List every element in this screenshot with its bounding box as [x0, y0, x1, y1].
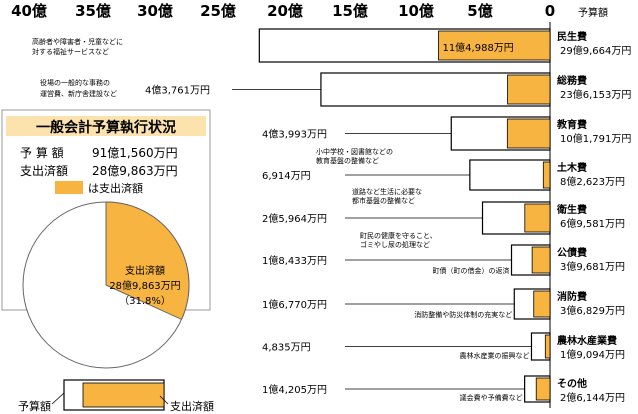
summary-budget-value: 91億1,560万円	[92, 146, 178, 160]
summary-budget-label: 予 算 額	[20, 145, 64, 160]
category-budget-value: 1億9,094万円	[560, 348, 625, 361]
summary-title-bg	[6, 116, 206, 136]
category-note: 高齢者や障害者・児童などに	[32, 37, 123, 46]
category-budget-value: 2億6,144万円	[560, 391, 625, 404]
category-note: 農林水産業の振興など	[459, 351, 529, 360]
legend-pointer	[51, 392, 65, 405]
spent-value-label: 1億4,205万円	[262, 383, 327, 396]
spent-value-label: 4億3,993万円	[262, 128, 327, 141]
pie-slice-value: 28億9,863万円	[109, 279, 180, 292]
axis-unit-label: 予算額	[578, 6, 608, 19]
category-note: 町債（町の借金）の返済	[433, 266, 510, 275]
spent-value-label: 1億6,770万円	[262, 298, 327, 311]
category-note: 道路など生活に必要な	[352, 187, 422, 196]
axis-tick-label: 25億	[200, 2, 236, 20]
spent-bar	[438, 30, 551, 61]
pie-slice-label: 支出済額	[125, 264, 165, 277]
category-note: 消防整備や防災体制の充実など	[414, 310, 512, 319]
spent-value-label: 4,835万円	[262, 343, 311, 354]
category-note: 役場の一般的な事務の	[40, 78, 110, 87]
category-note: 対する福祉サービスなど	[32, 47, 109, 56]
pie-slice-percent: （31.8%）	[119, 295, 171, 307]
spent-value-label: 11億4,988万円	[442, 41, 513, 54]
axis-tick-label: 35億	[75, 2, 111, 20]
spent-value-label: 6,914万円	[262, 171, 311, 182]
axis-tick-label: 15億	[332, 2, 368, 20]
category-budget-value: 29億9,664万円	[560, 44, 631, 57]
legend-pointer	[159, 395, 169, 405]
spent-bar	[524, 203, 551, 233]
category-budget-value: 23億6,153万円	[560, 88, 631, 101]
summary-title: 一般会計予算執行状況	[36, 119, 176, 136]
legend-budget-label: 予算額	[18, 399, 51, 413]
spent-bar	[506, 118, 551, 149]
category-label: 土木費	[557, 161, 587, 174]
category-note: 小中学校・図書館などの	[316, 147, 393, 156]
category-label: 総務費	[557, 74, 587, 87]
axis-tick-label: 40億	[11, 2, 47, 20]
budget-bar	[469, 159, 551, 191]
bottom-legend: 予算額 支出済額	[18, 379, 214, 413]
summary-spent-value: 28億9,863万円	[92, 164, 178, 178]
category-budget-value: 10億1,791万円	[560, 132, 631, 145]
spent-value-label: 1億8,433万円	[262, 254, 327, 267]
category-label: 教育費	[556, 118, 587, 131]
category-label: その他	[557, 377, 587, 390]
spent-bar	[535, 377, 551, 401]
category-label: 農林水産業費	[557, 334, 617, 347]
category-note: 運営費、新庁舎建設など	[40, 89, 117, 98]
category-note: ゴミやし尿の処理など	[360, 240, 430, 249]
category-budget-value: 3億9,681万円	[560, 260, 625, 273]
category-note: 町民の健康を守ること、	[360, 231, 437, 240]
spent-bar	[542, 161, 551, 189]
legend-swatch	[55, 181, 83, 194]
spent-value-label: 2億5,964万円	[262, 212, 327, 225]
axis-tick-label: 10億	[398, 2, 434, 20]
legend-spent-label: 支出済額	[170, 399, 214, 413]
axis-tick-label: 0	[545, 2, 555, 20]
axis-tick-label: 5億	[467, 2, 492, 20]
category-budget-value: 3億6,829万円	[560, 304, 625, 317]
spent-value-label: 4億3,761万円	[145, 84, 210, 97]
category-note: 都市基盤の整備など	[352, 196, 415, 205]
pie-slice-spent	[105, 201, 190, 321]
category-budget-value: 6億9,581万円	[560, 217, 625, 230]
spent-bar	[544, 334, 551, 359]
category-label: 消防費	[557, 290, 587, 303]
spent-bar	[507, 74, 551, 105]
summary-spent-label: 支出済額	[20, 163, 68, 178]
axis-tick-label: 20億	[267, 2, 303, 20]
category-label: 衛生費	[556, 203, 587, 216]
spent-bar	[533, 290, 551, 318]
legend-text: は支出済額	[88, 181, 143, 195]
category-budget-value: 8億2,623万円	[560, 175, 625, 188]
axis-tick-label: 30億	[137, 2, 173, 20]
category-note: 教育基盤の整備など	[316, 156, 379, 165]
spent-bar	[531, 246, 551, 274]
category-note: 議会費や予備費など	[460, 393, 523, 402]
legend-spent-box	[82, 382, 165, 408]
category-label: 公債費	[557, 246, 587, 259]
category-label: 民生費	[557, 30, 587, 43]
